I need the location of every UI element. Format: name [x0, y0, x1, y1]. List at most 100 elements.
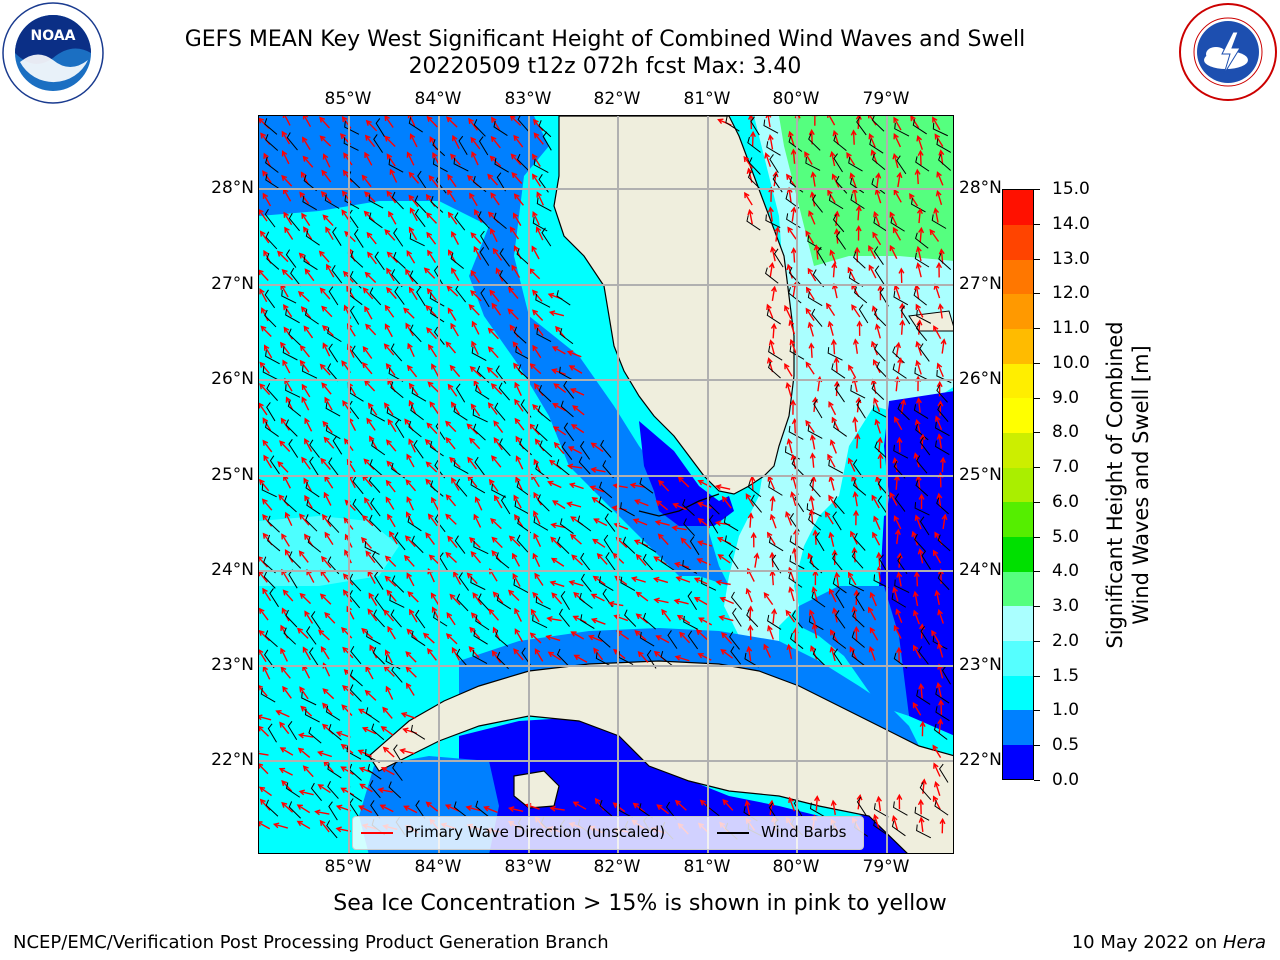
wind-barb [812, 194, 823, 213]
wave-arrow [868, 245, 877, 259]
wave-arrow [320, 135, 332, 147]
wave-arrow [424, 267, 436, 279]
wave-arrow-head [296, 820, 303, 827]
wave-arrow [445, 804, 460, 812]
wave-arrow-head [425, 304, 432, 311]
wind-barb [808, 615, 824, 631]
wave-arrow-head [549, 805, 556, 812]
wave-arrow-head [715, 579, 722, 586]
wave-band-north [259, 116, 729, 586]
wave-arrow [550, 311, 565, 317]
wind-barb [835, 589, 845, 609]
wave-arrow-head [409, 133, 416, 140]
wave-arrow [321, 382, 332, 395]
wind-barb [411, 630, 426, 647]
wave-arrow-head [744, 799, 751, 807]
wave-arrow [362, 515, 374, 527]
wave-arrow [514, 608, 522, 622]
wind-barb [851, 650, 866, 667]
lat-label-right-24n: 24°N [959, 560, 1002, 580]
wave-arrow-head [493, 420, 500, 427]
wave-arrow-head [365, 323, 372, 330]
wind-barb [327, 763, 342, 779]
wave-arrow-head [937, 663, 944, 670]
wave-arrow-head [790, 247, 797, 254]
colorbar-tick [1034, 536, 1040, 538]
wave-arrow-head [915, 340, 922, 348]
wind-barb [919, 343, 930, 362]
wave-arrow [451, 402, 460, 415]
wave-arrow-head [551, 346, 559, 352]
wave-arrow [301, 213, 311, 226]
wave-arrow-head [399, 748, 406, 755]
wind-barb [415, 609, 426, 629]
wave-arrow [281, 802, 294, 813]
wave-arrow-head [530, 608, 537, 615]
wave-arrow-head [451, 267, 457, 274]
wave-arrow [938, 434, 943, 449]
wave-arrow-head [551, 368, 558, 374]
wind-barb [833, 134, 847, 152]
wind-barb [350, 250, 364, 268]
wind-barb [915, 322, 928, 341]
wind-barb [409, 324, 422, 343]
wave-arrow-head [933, 325, 939, 332]
wave-arrow [532, 553, 541, 567]
wave-arrow-head [811, 586, 818, 593]
wind-barb [456, 593, 469, 612]
wave-arrow-head [938, 248, 945, 255]
wave-arrow [849, 647, 858, 661]
wave-arrow-head [361, 726, 369, 733]
wave-arrow-head [870, 149, 877, 156]
colorbar-segment [1003, 640, 1033, 676]
wind-barb [768, 345, 783, 361]
wave-arrow [613, 484, 628, 489]
wave-arrow-head [829, 646, 836, 653]
wave-arrow-head [280, 624, 286, 631]
wave-arrow [450, 365, 461, 378]
wave-arrow [514, 399, 524, 412]
wave-arrow-head [296, 804, 303, 810]
wave-arrow [535, 439, 545, 452]
wave-arrow [910, 116, 920, 129]
wave-arrow-head [934, 531, 940, 538]
wind-barb [896, 155, 907, 175]
wave-arrow-head [764, 152, 770, 159]
wave-arrow-head [655, 500, 662, 506]
lon-label-bottom-83w: 83°W [504, 857, 552, 877]
wave-arrow [320, 364, 331, 376]
wind-barb [893, 290, 909, 306]
wave-arrow [789, 131, 795, 146]
wave-arrow-head [534, 438, 541, 445]
wave-arrow [367, 609, 378, 622]
wave-arrow [698, 480, 712, 488]
wave-arrow [812, 172, 816, 187]
wave-arrow-head [384, 228, 391, 236]
wave-arrow [805, 231, 815, 244]
wave-arrow [383, 609, 395, 622]
wave-band-deep-keys [639, 421, 734, 526]
wave-arrow [362, 346, 373, 359]
wave-arrow-head [277, 461, 284, 468]
wave-arrow-head [514, 513, 520, 521]
wind-barb [304, 309, 319, 325]
wave-arrow-head [262, 439, 269, 446]
wind-barb [560, 591, 570, 611]
wave-arrow-head [409, 608, 415, 616]
wave-arrow-head [425, 212, 432, 219]
wind-barb [848, 271, 864, 287]
wind-barb [368, 475, 381, 493]
wave-arrow-head [322, 342, 328, 349]
wave-arrow [473, 514, 482, 528]
wave-arrow-head [671, 525, 678, 532]
wave-arrow-head [474, 208, 480, 216]
wave-arrow [408, 195, 419, 208]
wave-arrow [409, 400, 417, 415]
wave-arrow-head [790, 491, 796, 498]
wave-arrow-head [936, 171, 942, 178]
wave-arrow-head [611, 505, 618, 512]
wind-barb [769, 154, 779, 174]
wind-barb [327, 556, 340, 575]
colorbar-tick [1034, 745, 1040, 747]
colorbar-tick-label: 2.0 [1052, 630, 1080, 651]
